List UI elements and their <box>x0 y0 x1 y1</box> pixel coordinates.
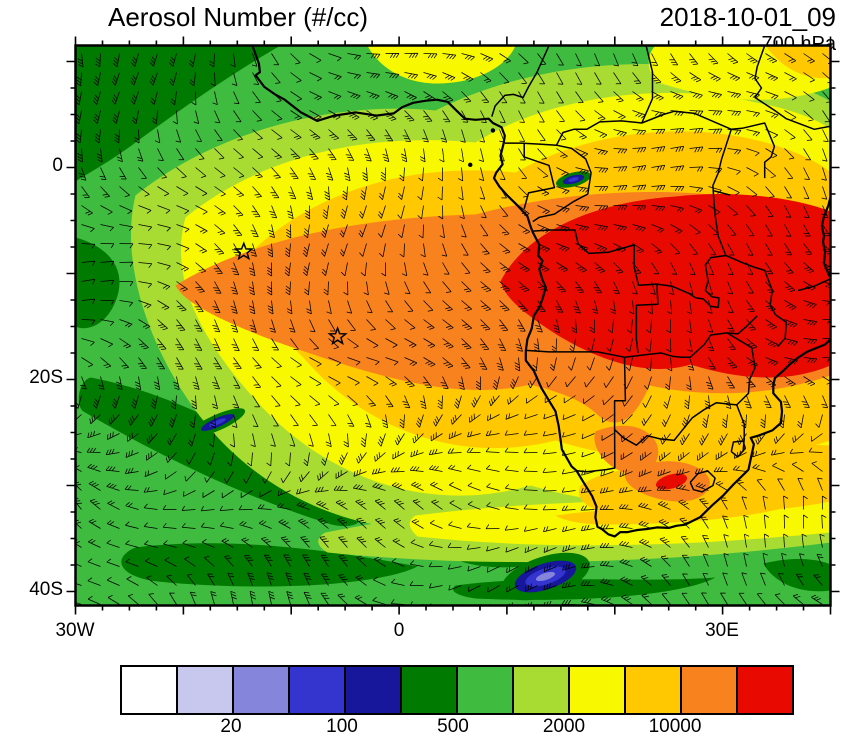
colorbar <box>120 665 794 715</box>
colorbar-box <box>456 667 512 713</box>
plot-title: Aerosol Number (#/cc) <box>108 2 369 32</box>
colorbar-label-10000: 10000 <box>648 716 702 737</box>
y-tick-label-0: 0 <box>52 154 63 176</box>
star-marker-2 <box>327 325 348 346</box>
colorbar-box <box>344 667 400 713</box>
colorbar-box <box>624 667 680 713</box>
y-tick-label-40s: 40S <box>29 578 63 600</box>
colorbar-box <box>400 667 456 713</box>
colorbar-box <box>512 667 568 713</box>
colorbar-box <box>232 667 288 713</box>
x-tick-label-0: 0 <box>393 620 405 641</box>
colorbar-label-100: 100 <box>326 716 358 737</box>
colorbar-box <box>288 667 344 713</box>
colorbar-label-20: 20 <box>220 716 242 737</box>
colorbar-box <box>122 667 176 713</box>
colorbar-box <box>736 667 792 713</box>
colorbar-box <box>176 667 232 713</box>
colorbar-box <box>680 667 736 713</box>
star-marker-1 <box>233 241 254 261</box>
colorbar-label-2000: 2000 <box>542 716 586 737</box>
x-tick-label-30w: 30W <box>55 620 95 641</box>
y-tick-label-20s: 20S <box>29 366 63 388</box>
plot-datetime: 2018-10-01_09 <box>659 2 836 32</box>
colorbar-box <box>568 667 624 713</box>
colorbar-label-500: 500 <box>437 716 469 737</box>
x-tick-label-30e: 30E <box>705 620 739 641</box>
